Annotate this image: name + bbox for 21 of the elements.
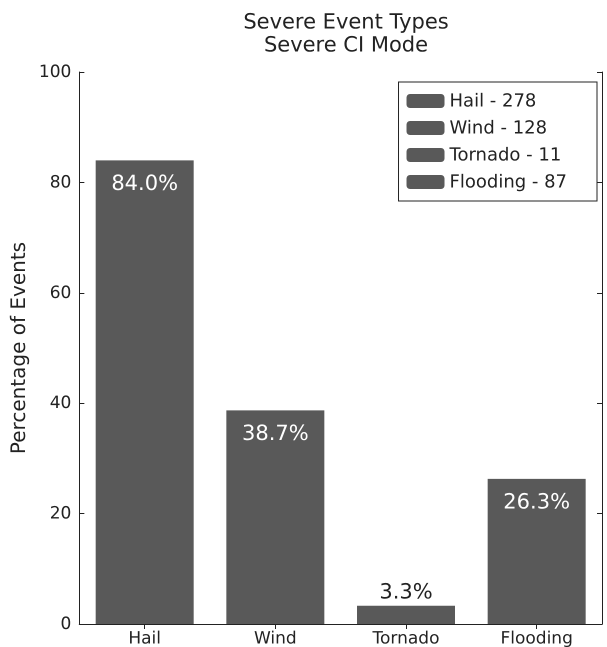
x-tick-label: Flooding bbox=[500, 628, 573, 647]
y-tick-label: 0 bbox=[60, 614, 72, 634]
chart-title: Severe Event Types bbox=[243, 10, 449, 34]
legend-label: Hail - 278 bbox=[450, 90, 536, 112]
x-tick-label: Tornado bbox=[372, 628, 440, 647]
data-label: 38.7% bbox=[242, 420, 309, 445]
data-label: 26.3% bbox=[503, 489, 570, 514]
chart-subtitle: Severe CI Mode bbox=[264, 32, 428, 56]
x-tick-label: Wind bbox=[254, 628, 297, 647]
y-tick-label: 20 bbox=[50, 504, 72, 524]
y-tick-label: 100 bbox=[38, 62, 72, 82]
y-tick-label: 60 bbox=[50, 282, 72, 303]
y-axis-title: Percentage of Events bbox=[6, 242, 30, 454]
legend-label: Tornado - 11 bbox=[448, 144, 562, 166]
legend-label: Flooding - 87 bbox=[450, 172, 567, 192]
x-tick-label: Hail bbox=[128, 628, 162, 647]
data-label: 84.0% bbox=[111, 170, 178, 195]
data-label: 3.3% bbox=[379, 579, 433, 604]
legend-label: Wind - 128 bbox=[450, 118, 548, 138]
y-tick-label: 40 bbox=[50, 393, 72, 414]
y-tick-label: 80 bbox=[50, 172, 72, 192]
